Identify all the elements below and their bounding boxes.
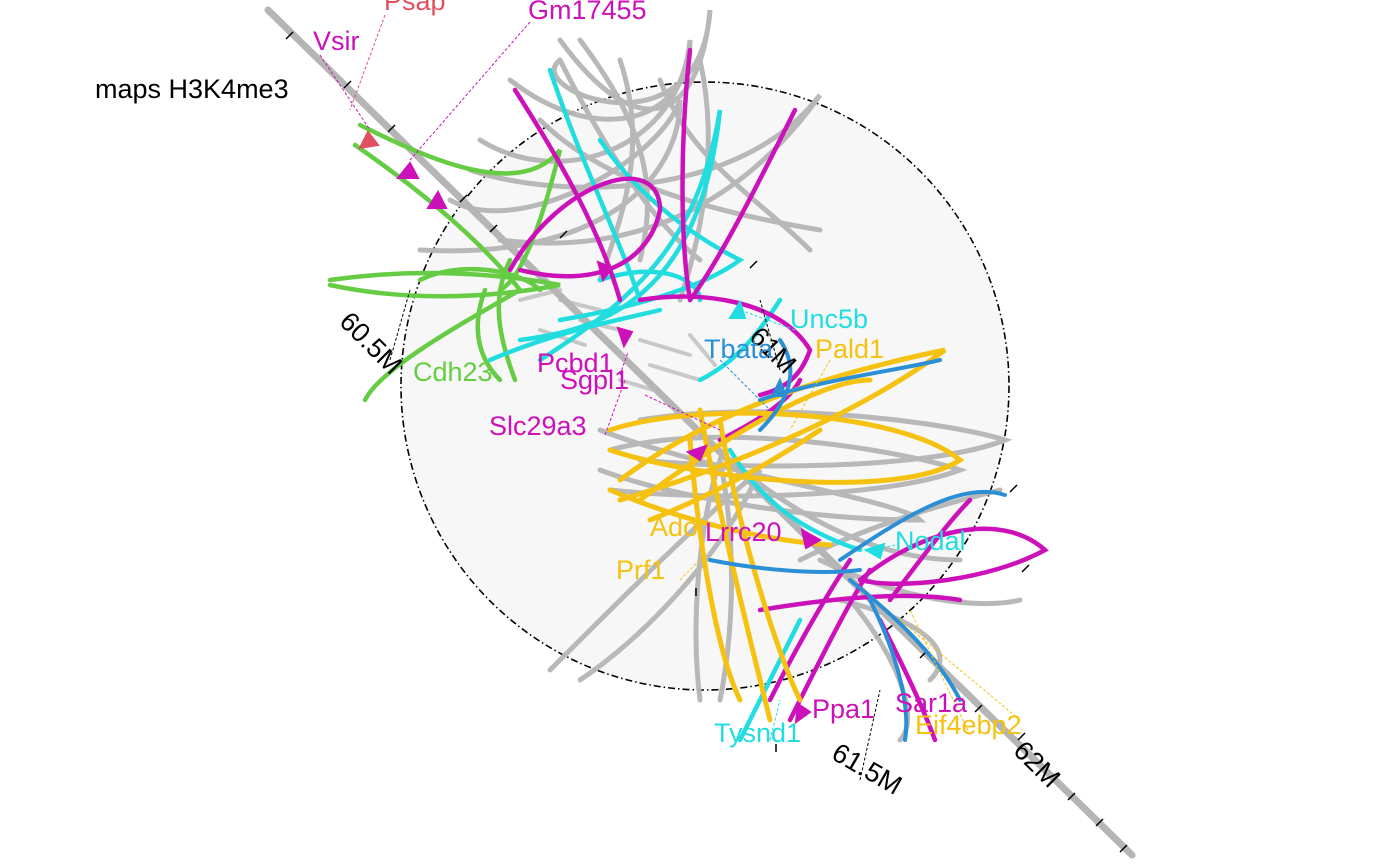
gene-label-psap: Psap <box>384 0 446 16</box>
cyan-interactions <box>487 67 863 743</box>
axis-label-61-5m: 61.5M <box>827 737 907 801</box>
gene-label-pald1: Pald1 <box>815 334 884 364</box>
yellow-interactions <box>607 347 965 723</box>
track-label: maps H3K4me3 <box>95 74 289 104</box>
gene-label-slc29a3: Slc29a3 <box>489 411 587 441</box>
gene-label-prf1: Prf1 <box>616 555 666 585</box>
gene-label-tbata: Tbata <box>704 334 774 364</box>
gene-label-tysnd1: Tysnd1 <box>714 718 801 748</box>
gene-label-ppa1: Ppa1 <box>812 694 875 724</box>
gene-label-pcbd1: Pcbd1 <box>537 348 614 378</box>
magenta-interactions <box>507 47 1049 743</box>
feature-arrows <box>358 130 886 725</box>
gene-label-cdh23: Cdh23 <box>413 357 493 387</box>
axis-label-60-5m: 60.5M <box>334 306 408 380</box>
gene-label-eif4ebp2: Eif4ebp2 <box>915 710 1022 740</box>
leader-lines <box>319 14 1021 781</box>
gene-label-gm17455: Gm17455 <box>528 0 647 25</box>
gene-label-vsir: Vsir <box>313 26 360 56</box>
green-interactions <box>327 122 563 403</box>
gene-label-unc5b: Unc5b <box>790 304 868 334</box>
gene-label-sgpl1: Sgpl1 <box>560 365 629 395</box>
gene-label-lrrc20: Lrrc20 <box>705 517 782 547</box>
gene-label-ado: Ado <box>650 512 698 542</box>
gene-label-nodal: Nodal <box>895 526 966 556</box>
gene-label-sar1a: Sar1a <box>895 688 968 718</box>
